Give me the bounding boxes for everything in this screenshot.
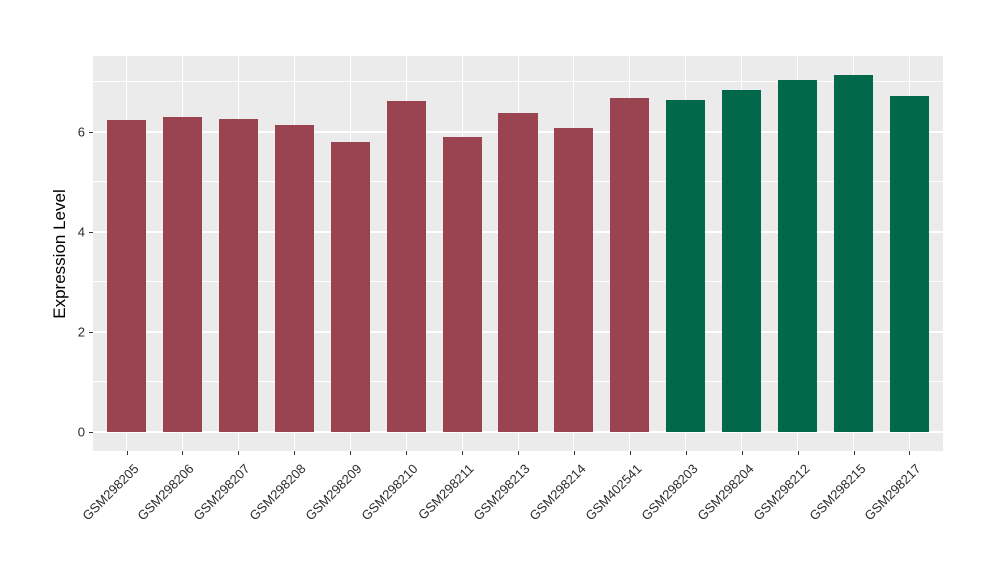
x-tick [294, 451, 296, 455]
plot-panel [93, 56, 943, 451]
x-tick-label-GSM298211: GSM298211 [415, 461, 477, 523]
x-tick-label-GSM298204: GSM298204 [694, 461, 757, 524]
y-tick-label: 2 [77, 324, 85, 340]
bar-GSM298212 [778, 80, 818, 432]
x-tick [853, 451, 855, 455]
y-tick-label: 0 [77, 424, 85, 440]
x-tick [462, 451, 464, 455]
y-axis-title: Expression Level [50, 188, 69, 319]
bar-GSM298215 [833, 74, 874, 432]
x-tick-label-GSM298212: GSM298212 [749, 461, 813, 524]
x-tick [685, 451, 687, 455]
x-tick [350, 451, 352, 455]
bar-GSM298214 [554, 127, 594, 432]
y-tick [89, 431, 93, 433]
x-tick [909, 451, 911, 455]
bar-GSM298206 [162, 117, 203, 432]
x-tick [518, 451, 519, 455]
x-tick-label-GSM298214: GSM298214 [526, 461, 589, 524]
bar-GSM298205 [106, 120, 147, 432]
x-tick [126, 451, 128, 455]
x-tick [629, 451, 631, 455]
x-tick [406, 451, 408, 455]
bar-GSM402541 [610, 97, 650, 432]
y-tick [89, 231, 93, 233]
x-tick-label-GSM298210: GSM298210 [358, 461, 421, 524]
x-tick [573, 451, 575, 455]
y-tick-label: 6 [77, 124, 85, 140]
x-tick-label-GSM298205: GSM298205 [78, 461, 142, 524]
bar-GSM298211 [442, 136, 482, 432]
x-tick-label-GSM298208: GSM298208 [246, 461, 309, 524]
x-tick-label-GSM298209: GSM298209 [302, 461, 365, 524]
bar-GSM298208 [274, 125, 314, 432]
y-tick [89, 131, 93, 133]
bar-GSM298210 [386, 101, 426, 432]
x-tick-label-GSM298213: GSM298213 [470, 461, 533, 524]
x-tick [182, 451, 184, 455]
bar-GSM298213 [498, 113, 538, 432]
x-tick-label-GSM298207: GSM298207 [190, 461, 253, 524]
x-tick [797, 451, 799, 455]
x-tick-label-GSM298217: GSM298217 [861, 461, 925, 524]
x-tick-label-GSM402541: GSM402541 [582, 461, 645, 524]
y-tick [89, 331, 93, 333]
x-tick-label-GSM298203: GSM298203 [638, 461, 701, 524]
x-tick-label-GSM298206: GSM298206 [134, 461, 198, 524]
bar-GSM298209 [330, 141, 370, 432]
x-tick [238, 451, 240, 455]
x-tick-label-GSM298215: GSM298215 [805, 461, 869, 524]
bar-GSM298203 [666, 99, 706, 432]
bar-GSM298204 [722, 89, 762, 432]
x-tick [741, 451, 743, 455]
bar-GSM298217 [889, 96, 930, 432]
y-tick-label: 4 [77, 224, 85, 240]
bar-GSM298207 [218, 119, 258, 432]
